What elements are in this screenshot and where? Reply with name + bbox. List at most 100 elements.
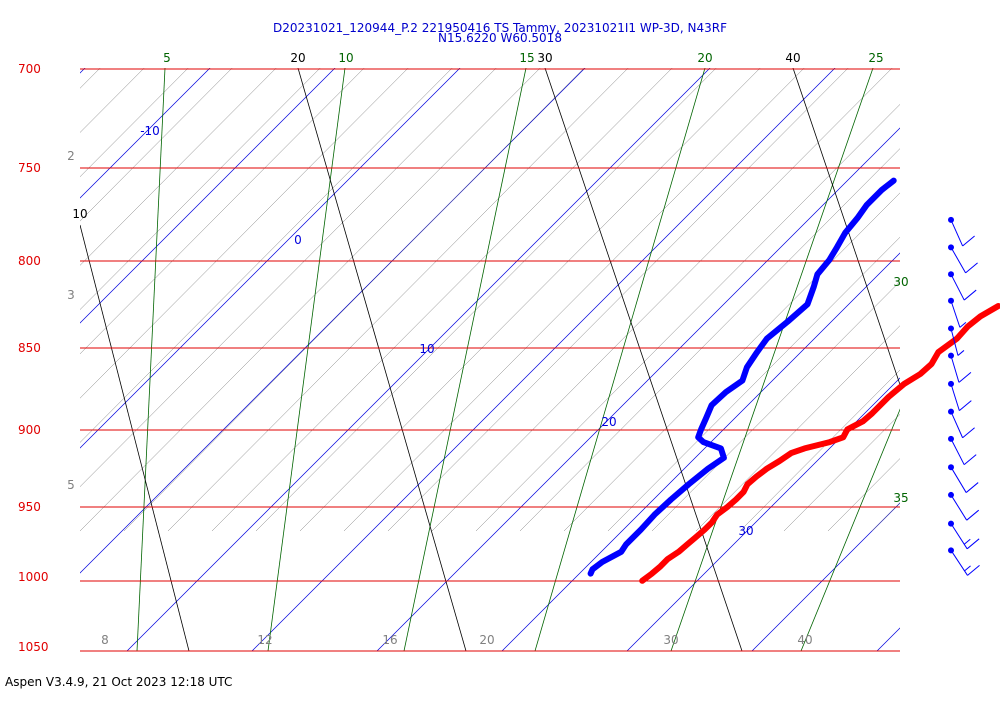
- wind-barb-shaft: [950, 274, 965, 301]
- mixing-ratio-label: 5: [163, 51, 171, 65]
- wind-barb-flag: [962, 427, 975, 439]
- bottom-temp-label: 30: [663, 633, 678, 647]
- wind-barb-flag: [967, 565, 980, 576]
- dry-adiabat-line: [792, 68, 900, 386]
- wind-barb-flag: [966, 509, 980, 521]
- pressure-tick-label: 950: [18, 500, 41, 514]
- isotherm-line: [626, 377, 900, 651]
- moist-adiabat-line: [916, 48, 1000, 531]
- isotherm-line: [501, 252, 900, 651]
- moist-adiabat-line: [563, 192, 900, 532]
- moist-adiabat-line: [80, 68, 453, 443]
- moist-adiabat-line: [739, 369, 900, 532]
- pressure-tick-label: 800: [18, 254, 41, 268]
- pressure-tick-label: 700: [18, 62, 41, 76]
- mixing-ratio-line: [534, 68, 706, 651]
- bottom-temp-label: 20: [479, 633, 494, 647]
- moist-adiabat-line: [651, 281, 900, 532]
- pressure-tick-label: 1050: [18, 640, 49, 654]
- bottom-temp-label: 8: [101, 633, 109, 647]
- moist-adiabat-line: [387, 68, 849, 532]
- pressure-tick-label: 1000: [18, 570, 49, 584]
- wind-barb-flag: [965, 262, 978, 274]
- dewpoint-profile-line: [587, 177, 897, 577]
- chart-subtitle: N15.6220 W60.5018: [438, 31, 562, 45]
- wind-barb-flag: [964, 565, 971, 572]
- wind-barb-flag: [959, 400, 972, 412]
- wind-barb-shaft: [950, 328, 959, 356]
- moist-adiabat-line: [80, 68, 145, 133]
- moist-adiabat-line: [0, 48, 32, 531]
- moist-adiabat-line: [343, 68, 805, 532]
- moist-adiabat-line: [783, 413, 900, 532]
- wind-barb-shaft: [950, 383, 960, 411]
- moist-adiabat-line: [0, 48, 76, 531]
- dry-adiabat-label: 10: [72, 207, 87, 221]
- chart-title: D20231021_120944_P.2 221950416 TS Tammy,…: [272, 21, 728, 35]
- moist-adiabat-line: [80, 68, 101, 89]
- moist-adiabat-line: [123, 68, 585, 532]
- wind-barb-shaft: [950, 355, 960, 383]
- moist-adiabat-line: [211, 68, 673, 532]
- wind-barb-shaft: [950, 300, 961, 328]
- dry-adiabat-line: [80, 224, 190, 651]
- moist-adiabat-label: 5: [67, 478, 75, 492]
- wind-barb-flag: [966, 538, 980, 550]
- moist-adiabat-line: [80, 68, 277, 266]
- isotherm-line: [80, 68, 336, 324]
- dry-adiabat-line: [297, 68, 467, 651]
- isotherm-line: [876, 627, 900, 651]
- isotherm-label: 20: [601, 415, 616, 429]
- mixing-ratio-line: [670, 68, 874, 651]
- dry-adiabat-label: 30: [537, 51, 552, 65]
- moist-adiabat-line: [299, 68, 761, 532]
- moist-adiabat-line: [80, 68, 365, 355]
- bottom-temp-label: 16: [382, 633, 397, 647]
- isotherm-label: -10: [140, 124, 160, 138]
- mixing-ratio-label: 15: [519, 51, 534, 65]
- isotherm-line: [80, 68, 586, 574]
- bottom-temp-label: 40: [797, 633, 812, 647]
- moist-adiabat-line: [827, 458, 900, 532]
- moist-adiabat-line: [431, 68, 893, 532]
- mixing-ratio-line: [403, 68, 527, 651]
- wind-barb-flag: [959, 321, 967, 328]
- isotherm-line: [376, 127, 900, 651]
- mixing-ratio-line: [800, 408, 900, 651]
- moist-adiabat-line: [80, 68, 321, 310]
- moist-adiabat-line: [80, 68, 497, 488]
- moist-adiabat-line: [695, 325, 900, 532]
- wind-barb-flag: [958, 372, 972, 383]
- mixing-ratio-line: [267, 68, 346, 651]
- wind-barb-shaft: [950, 494, 968, 521]
- mixing-ratio-label: 25: [868, 51, 883, 65]
- version-footer: Aspen V3.4.9, 21 Oct 2023 12:18 UTC: [5, 675, 233, 689]
- wind-barb-shaft: [950, 523, 968, 550]
- moist-adiabat-line: [80, 68, 233, 222]
- wind-barb-shaft: [950, 550, 968, 576]
- pressure-tick-label: 900: [18, 423, 41, 437]
- dry-adiabat-line: [544, 68, 743, 651]
- wind-barb-flag: [963, 454, 977, 466]
- isotherm-line: [751, 502, 900, 651]
- moist-adiabat-line: [167, 68, 629, 532]
- wind-barb-shaft: [950, 438, 965, 465]
- isotherm-line: [251, 68, 836, 651]
- bottom-temp-label: 12: [257, 633, 272, 647]
- wind-barb-flag: [965, 482, 979, 493]
- mixing-ratio-label: 10: [338, 51, 353, 65]
- pressure-tick-label: 850: [18, 341, 41, 355]
- pressure-tick-label: 750: [18, 161, 41, 175]
- isotherm-line: [80, 68, 461, 449]
- wind-barb-flag: [962, 235, 975, 247]
- wind-barb-shaft: [950, 219, 964, 247]
- mixing-ratio-line: [136, 68, 166, 651]
- wind-barb-shaft: [950, 411, 964, 438]
- wind-barb-flag: [963, 538, 971, 545]
- wind-barb-shaft: [950, 466, 967, 493]
- wind-barb-flag: [957, 350, 965, 356]
- isotherm-line: [126, 68, 711, 651]
- moist-adiabat-line: [871, 502, 900, 532]
- temperature-profile-line: [639, 303, 1000, 584]
- plot-lines: [0, 48, 1000, 651]
